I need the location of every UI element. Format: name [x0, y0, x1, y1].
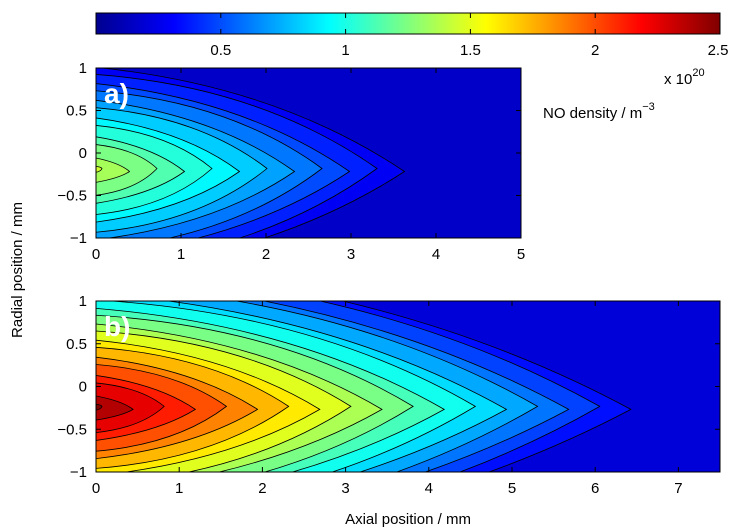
panel-a-label: a) [104, 78, 129, 109]
y-tick-label: −0.5 [57, 188, 87, 205]
colorbar-tick-label: 2 [591, 42, 599, 59]
y-tick-label: 1 [79, 60, 87, 77]
colorbar-tick-label: 1.5 [460, 42, 481, 59]
x-tick-label: 1 [177, 246, 185, 263]
y-tick-label: −1 [70, 230, 87, 247]
panel-b: b) 0 1 2 3 4 5 6 7 1 0.5 0 −0.5 −1 [57, 293, 721, 497]
colorbar-scale-exponent: 20 [692, 67, 704, 79]
y-tick-label: 0.5 [66, 336, 87, 353]
colorbar: 0.5 1 1.5 2 2.5 x 1020 NO density / m−3 [95, 12, 728, 122]
panel-b-field [96, 301, 720, 472]
y-tick-label: 0 [79, 379, 87, 396]
contour-band [96, 403, 103, 411]
x-axis-label: Axial position / mm [345, 511, 471, 528]
x-tick-label: 4 [425, 480, 433, 497]
contour-band [96, 165, 103, 173]
x-tick-label: 7 [674, 480, 682, 497]
y-tick-label: 0.5 [66, 103, 87, 120]
colorbar-tick-label: 2.5 [708, 42, 729, 59]
y-tick-label: 0 [79, 145, 87, 162]
panel-b-ticks: 0 1 2 3 4 5 6 7 1 0.5 0 −0.5 −1 [57, 293, 720, 497]
panel-a-field [96, 68, 521, 238]
x-tick-label: 4 [432, 246, 440, 263]
colorbar-scale-text: x 10 [664, 71, 692, 88]
x-tick-label: 5 [517, 246, 525, 263]
panel-a-ticks: 0 1 2 3 4 5 1 0.5 0 −0.5 −1 [57, 60, 525, 263]
x-tick-label: 1 [175, 480, 183, 497]
x-tick-label: 3 [347, 246, 355, 263]
colorbar-label-prefix: NO density / m [543, 105, 642, 122]
colorbar-tick-label: 1 [341, 42, 349, 59]
x-tick-label: 3 [341, 480, 349, 497]
panel-a: a) 0 1 2 3 4 5 1 0.5 0 −0.5 −1 [57, 60, 525, 263]
x-tick-label: 6 [591, 480, 599, 497]
colorbar-label-exponent: −3 [642, 101, 655, 113]
x-tick-label: 2 [258, 480, 266, 497]
x-tick-label: 5 [508, 480, 516, 497]
y-tick-label: 1 [79, 293, 87, 310]
x-tick-label: 0 [92, 480, 100, 497]
y-axis-label: Radial position / mm [9, 202, 26, 338]
y-tick-label: −1 [70, 464, 87, 481]
colorbar-label: NO density / m−3 [543, 101, 655, 122]
colorbar-tick-label: 0.5 [210, 42, 231, 59]
colorbar-tick-labels: 0.5 1 1.5 2 2.5 [210, 42, 728, 59]
y-tick-label: −0.5 [57, 421, 87, 438]
x-tick-label: 2 [262, 246, 270, 263]
colorbar-gradient [95, 12, 721, 35]
colorbar-scale: x 1020 [664, 67, 705, 88]
contour-band [96, 157, 131, 183]
colorbar-ticks [220, 13, 721, 34]
contour-band [96, 395, 134, 421]
x-tick-label: 0 [92, 246, 100, 263]
panel-b-label: b) [104, 311, 130, 342]
